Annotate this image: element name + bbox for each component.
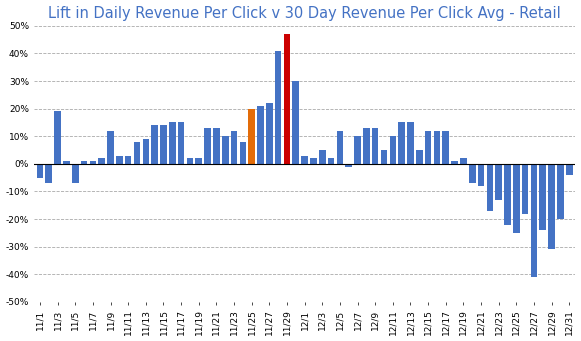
Bar — [504, 164, 511, 225]
Bar — [451, 161, 458, 164]
Bar — [81, 161, 87, 164]
Bar — [486, 164, 493, 211]
Bar — [363, 128, 370, 164]
Bar — [336, 131, 343, 164]
Bar — [381, 150, 388, 164]
Bar — [346, 164, 352, 167]
Bar — [496, 164, 502, 200]
Bar — [478, 164, 485, 186]
Bar — [389, 136, 396, 164]
Bar — [125, 155, 131, 164]
Bar — [160, 125, 167, 164]
Bar — [195, 158, 202, 164]
Bar — [548, 164, 555, 249]
Bar — [513, 164, 519, 233]
Bar — [45, 164, 52, 183]
Bar — [469, 164, 475, 183]
Bar — [98, 158, 105, 164]
Bar — [63, 161, 70, 164]
Bar — [425, 131, 432, 164]
Bar — [178, 122, 184, 164]
Bar — [416, 150, 422, 164]
Bar — [134, 142, 141, 164]
Bar — [328, 158, 335, 164]
Bar — [249, 109, 255, 164]
Bar — [72, 164, 78, 183]
Bar — [566, 164, 573, 175]
Bar — [443, 131, 449, 164]
Bar — [89, 161, 96, 164]
Bar — [116, 155, 123, 164]
Bar — [540, 164, 546, 230]
Bar — [213, 128, 220, 164]
Bar — [187, 158, 193, 164]
Bar — [302, 155, 308, 164]
Bar — [460, 158, 467, 164]
Bar — [530, 164, 537, 277]
Bar — [319, 150, 325, 164]
Bar — [231, 131, 238, 164]
Bar — [275, 51, 281, 164]
Bar — [310, 158, 317, 164]
Bar — [354, 136, 361, 164]
Bar — [239, 142, 246, 164]
Bar — [266, 103, 272, 164]
Bar — [407, 122, 414, 164]
Bar — [169, 122, 175, 164]
Bar — [54, 112, 61, 164]
Bar — [284, 34, 290, 164]
Bar — [37, 164, 43, 178]
Bar — [292, 81, 299, 164]
Bar — [433, 131, 440, 164]
Bar — [372, 128, 378, 164]
Bar — [142, 139, 149, 164]
Bar — [399, 122, 405, 164]
Bar — [151, 125, 158, 164]
Bar — [222, 136, 228, 164]
Bar — [257, 106, 264, 164]
Bar — [557, 164, 564, 219]
Title: Lift in Daily Revenue Per Click v 30 Day Revenue Per Click Avg - Retail: Lift in Daily Revenue Per Click v 30 Day… — [48, 5, 561, 20]
Bar — [107, 131, 114, 164]
Bar — [205, 128, 211, 164]
Bar — [522, 164, 529, 213]
